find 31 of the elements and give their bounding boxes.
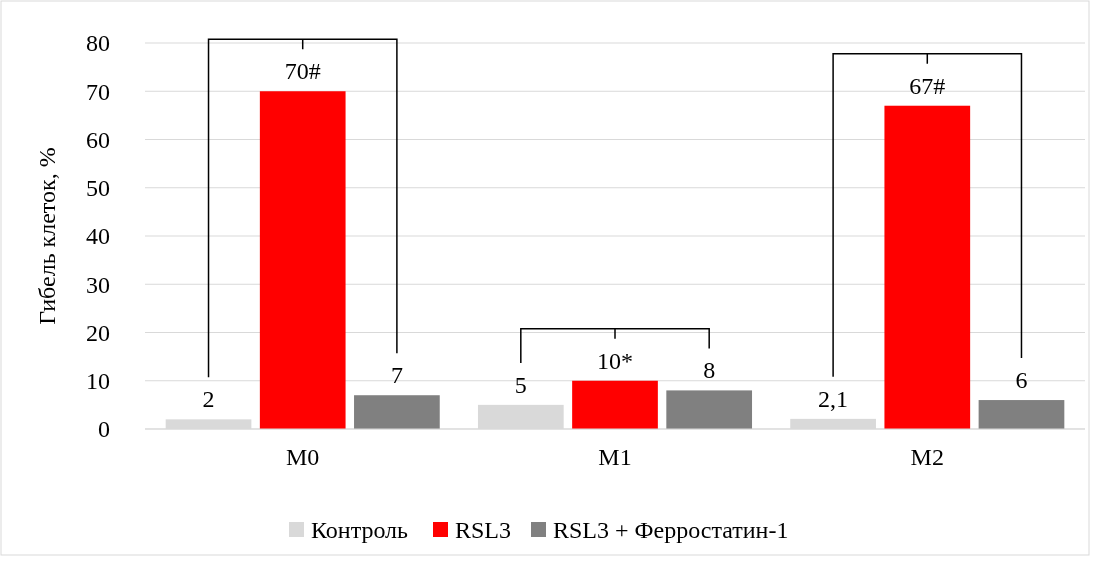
y-axis-title: Гибель клеток, % bbox=[34, 147, 60, 325]
y-tick-label: 30 bbox=[86, 271, 110, 298]
y-tick-label: 20 bbox=[86, 319, 110, 346]
legend-label: RSL3 + Ферростатин-1 bbox=[553, 517, 789, 544]
bar bbox=[978, 400, 1065, 429]
x-tick-label: M1 bbox=[598, 444, 632, 470]
data-label: 6 bbox=[1015, 367, 1028, 394]
data-label: 10* bbox=[597, 347, 633, 374]
data-label: 8 bbox=[703, 357, 716, 384]
bar bbox=[666, 390, 753, 429]
y-tick-label: 60 bbox=[86, 126, 110, 153]
data-label: 67# bbox=[909, 72, 946, 99]
bar bbox=[572, 380, 658, 429]
legend-label: RSL3 bbox=[455, 517, 512, 544]
data-label: 70# bbox=[284, 58, 321, 85]
legend-label: Контроль bbox=[311, 517, 409, 544]
bar bbox=[884, 105, 971, 429]
y-tick-label: 70 bbox=[86, 78, 110, 105]
data-label: 2,1 bbox=[818, 385, 849, 412]
bar bbox=[259, 91, 346, 429]
y-tick-label: 50 bbox=[86, 175, 110, 202]
data-label: 5 bbox=[514, 371, 527, 398]
y-tick-label: 40 bbox=[86, 223, 110, 250]
bar bbox=[354, 395, 440, 429]
data-label: 2 bbox=[202, 386, 215, 413]
data-label: 7 bbox=[390, 362, 403, 389]
x-tick-label: M2 bbox=[910, 444, 944, 470]
x-tick-label: M0 bbox=[286, 444, 320, 470]
y-tick-label: 80 bbox=[86, 30, 110, 57]
y-tick-label: 0 bbox=[98, 416, 110, 443]
y-tick-label: 10 bbox=[86, 368, 110, 395]
